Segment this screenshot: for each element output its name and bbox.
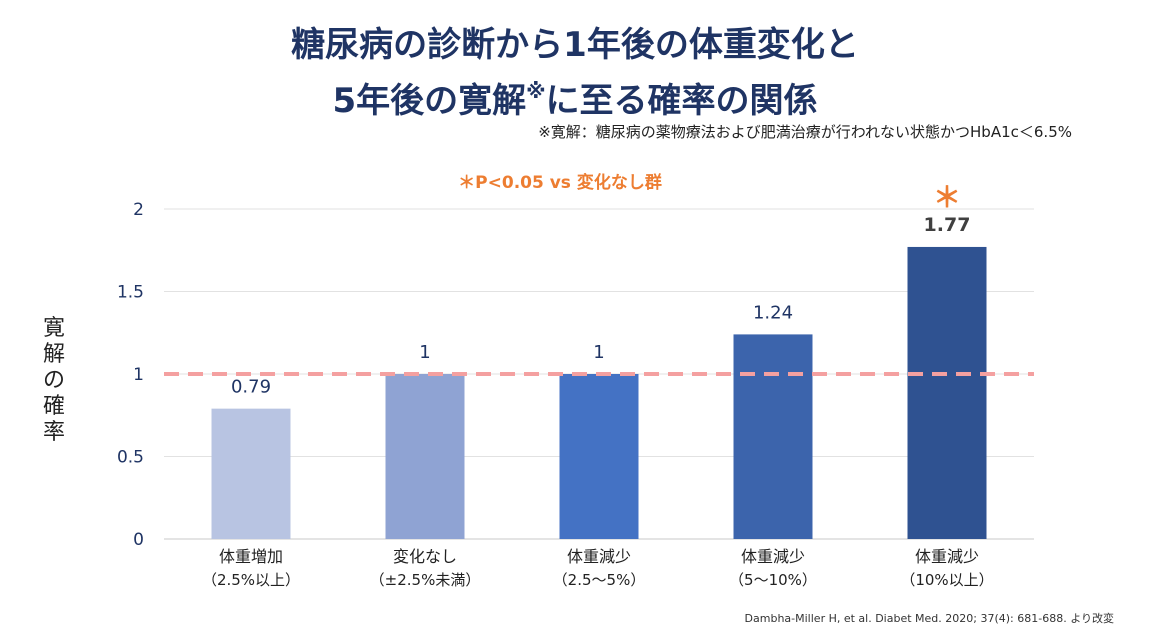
- x-tick-label: 体重増加: [219, 547, 283, 566]
- x-tick-label-sub: （2.5～5%）: [553, 571, 646, 589]
- y-tick-label: 0: [133, 530, 144, 550]
- title-note-mark: ※: [526, 79, 546, 103]
- y-axis-label-char: 解: [42, 342, 65, 367]
- x-tick-label: 体重減少: [741, 547, 805, 566]
- bar: [559, 374, 639, 539]
- bar: [385, 374, 465, 539]
- remission-definition-note: ※寛解：糖尿病の薬物療法および肥満治療が行われない状態かつHbA1c＜6.5%: [538, 123, 1072, 141]
- title-line-2-tail: に至る確率の関係: [545, 81, 818, 121]
- x-tick-label-sub: （10%以上）: [900, 571, 993, 589]
- y-axis-label-char: の: [42, 368, 65, 393]
- value-label: 0.79: [231, 377, 271, 398]
- significance-marker: ＊: [933, 181, 961, 214]
- title-line-2-main: 5年後の寛解: [332, 81, 527, 121]
- value-label: 1: [593, 342, 604, 363]
- value-label: 1.77: [924, 214, 971, 236]
- y-tick-label: 2: [133, 200, 144, 220]
- x-tick-label-sub: （±2.5%未満）: [370, 571, 481, 589]
- value-label: 1.24: [753, 302, 793, 323]
- x-tick-label: 体重減少: [567, 547, 631, 566]
- significance-legend: ＊P<0.05 vs 変化なし群: [458, 172, 662, 193]
- value-label: 1: [419, 342, 430, 363]
- x-tick-label-sub: （5～10%）: [729, 571, 817, 589]
- x-tick-label: 変化なし: [393, 547, 457, 566]
- y-tick-label: 1.5: [117, 283, 144, 303]
- y-tick-label: 0.5: [117, 448, 144, 468]
- y-axis-label-char: 確: [42, 394, 65, 419]
- chart-title: 糖尿病の診断から1年後の体重変化と 5年後の寛解※に至る確率の関係: [0, 22, 1150, 124]
- source-citation: Dambha-Miller H, et al. Diabet Med. 2020…: [744, 612, 1114, 625]
- y-axis-label-char: 率: [42, 420, 65, 445]
- title-line-2: 5年後の寛解※に至る確率の関係: [0, 68, 1150, 124]
- bar: [211, 408, 291, 539]
- y-axis-label-char: 寛: [42, 316, 65, 341]
- y-tick-label: 1: [133, 365, 144, 385]
- bar: [733, 334, 813, 539]
- title-line-1: 糖尿病の診断から1年後の体重変化と: [291, 25, 859, 65]
- bar: [907, 246, 987, 539]
- y-axis-label: 寛 解 の 確 率: [40, 316, 68, 446]
- x-tick-label: 体重減少: [915, 547, 979, 566]
- x-tick-label-sub: （2.5%以上）: [202, 571, 300, 589]
